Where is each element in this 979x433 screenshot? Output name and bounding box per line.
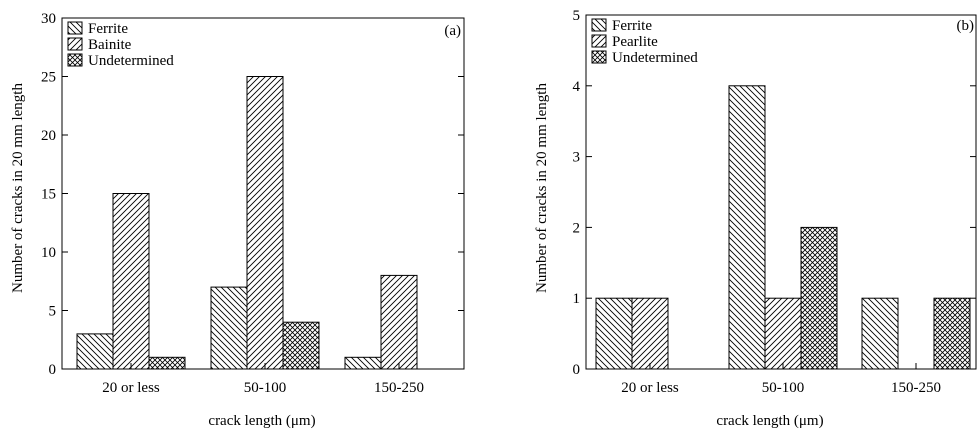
panel-label: (b) xyxy=(957,18,975,34)
chart-panel-b: Number of cracks in 20 mm length crack l… xyxy=(534,8,977,429)
legend-label: Bainite xyxy=(88,37,132,53)
x-tick-label: 150-250 xyxy=(374,380,424,396)
bar xyxy=(595,297,633,370)
y-tick-label: 0 xyxy=(49,362,57,378)
x-axis-label: crack length (μm) xyxy=(208,413,315,429)
x-tick-label: 50-100 xyxy=(762,380,805,396)
y-tick-label: 20 xyxy=(41,128,56,144)
chart-panel-a: Number of cracks in 20 mm length crack l… xyxy=(10,11,465,429)
legend-swatch xyxy=(67,37,83,51)
bar xyxy=(344,356,382,370)
bar xyxy=(861,297,899,370)
y-tick-label: 15 xyxy=(41,187,56,203)
x-tick-label: 20 or less xyxy=(102,380,160,396)
bar xyxy=(380,274,418,370)
legend-label: Undetermined xyxy=(88,53,174,69)
panel-label: (a) xyxy=(444,23,461,39)
bar xyxy=(148,356,186,370)
y-axis-label: Number of cracks in 20 mm length xyxy=(534,83,550,293)
y-tick-label: 2 xyxy=(573,220,581,236)
bar xyxy=(246,76,284,370)
y-ticks: 0 5 10 15 20 25 30 xyxy=(41,11,464,378)
y-tick-label: 4 xyxy=(573,79,581,95)
y-tick-label: 5 xyxy=(49,304,57,320)
bar xyxy=(728,85,766,370)
x-tick-label: 150-250 xyxy=(891,380,941,396)
bars xyxy=(76,76,418,370)
bar xyxy=(631,297,669,370)
bars xyxy=(595,85,971,370)
y-axis-label: Number of cracks in 20 mm length xyxy=(10,83,26,293)
bar xyxy=(282,321,320,370)
legend-label: Undetermined xyxy=(612,50,698,66)
bar xyxy=(764,297,802,370)
bar xyxy=(933,297,971,370)
y-tick-label: 5 xyxy=(573,8,581,24)
y-tick-label: 1 xyxy=(573,291,581,307)
bar xyxy=(112,193,150,370)
x-tick-label: 20 or less xyxy=(621,380,679,396)
legend-label: Ferrite xyxy=(88,21,128,37)
y-tick-label: 25 xyxy=(41,70,56,86)
y-tick-label: 30 xyxy=(41,11,56,27)
y-tick-label: 0 xyxy=(573,362,581,378)
x-ticks: 20 or less 50-100 150-250 xyxy=(102,363,424,396)
x-axis-label: crack length (μm) xyxy=(716,413,823,429)
bar xyxy=(210,286,248,370)
legend-swatch xyxy=(67,21,83,35)
y-tick-label: 10 xyxy=(41,245,56,261)
x-tick-label: 50-100 xyxy=(244,380,287,396)
legend-swatch xyxy=(591,18,607,32)
bar xyxy=(800,226,838,370)
y-tick-label: 3 xyxy=(573,150,581,166)
legend-label: Pearlite xyxy=(612,34,658,50)
legend-label: Ferrite xyxy=(612,18,652,34)
legend-swatch xyxy=(67,53,83,67)
legend-swatch xyxy=(591,50,607,64)
plot-frame xyxy=(61,17,465,370)
x-ticks: 20 or less 50-100 150-250 xyxy=(621,363,941,396)
plot-frame xyxy=(585,14,977,370)
legend-swatch xyxy=(591,34,607,48)
bar xyxy=(76,333,114,370)
